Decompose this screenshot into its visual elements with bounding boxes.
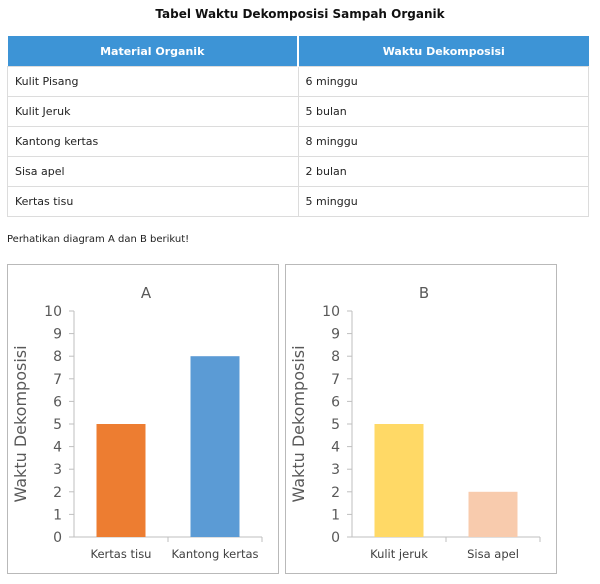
page-title: Tabel Waktu Dekomposisi Sampah Organik xyxy=(155,7,445,21)
y-tick-label: 8 xyxy=(331,349,340,365)
table-cell-material: Kulit Jeruk xyxy=(7,96,299,127)
y-tick-label: 8 xyxy=(53,349,62,365)
bar xyxy=(96,424,146,537)
y-tick-label: 5 xyxy=(331,417,340,433)
table-header-row: Material Organik Waktu Dekomposisi xyxy=(7,36,589,67)
y-tick-label: 1 xyxy=(331,507,340,523)
y-tick-label: 3 xyxy=(331,462,340,478)
bar xyxy=(190,356,240,537)
bar xyxy=(374,424,424,537)
y-tick-label: 0 xyxy=(331,530,340,546)
column-header-time: Waktu Dekomposisi xyxy=(298,36,589,67)
table-cell-material: Sisa apel xyxy=(7,156,299,187)
y-tick-label: 4 xyxy=(331,440,340,456)
table-row: Kantong kertas 8 minggu xyxy=(7,126,589,157)
x-tick-label: Kertas tisu xyxy=(91,547,152,561)
y-tick-label: 0 xyxy=(53,530,62,546)
column-header-material: Material Organik xyxy=(7,36,299,67)
chart-panel-b: B Waktu Dekomposisi 0 1 2 3 4 5 6 7 8 9 10 Kulit jeru… xyxy=(285,264,557,574)
y-tick-label: 6 xyxy=(331,394,340,410)
y-tick-label: 10 xyxy=(322,304,340,320)
y-tick-label: 5 xyxy=(53,417,62,433)
y-tick-label: 2 xyxy=(331,485,340,501)
y-tick-label: 4 xyxy=(53,440,62,456)
table-cell-time: 8 minggu xyxy=(297,126,589,157)
table-cell-time: 2 bulan xyxy=(297,156,589,187)
y-tick-label: 9 xyxy=(53,327,62,343)
chart-panel-a: A Waktu Dekomposisi 0 1 2 3 4 5 6 7 8 9 10 Kertas tis… xyxy=(7,264,279,574)
y-tick-label: 1 xyxy=(53,507,62,523)
y-tick-label: 7 xyxy=(331,372,340,388)
x-tick-label: Kantong kertas xyxy=(171,547,258,561)
bar xyxy=(468,491,518,537)
y-tick-label: 2 xyxy=(53,485,62,501)
y-tick-label: 7 xyxy=(53,372,62,388)
y-tick-label: 3 xyxy=(53,462,62,478)
y-tick-label: 6 xyxy=(53,394,62,410)
table-cell-material: Kantong kertas xyxy=(7,126,299,157)
table-row: Kertas tisu 5 minggu xyxy=(7,186,589,217)
y-tick-label: 10 xyxy=(44,304,62,320)
chart-b: B Waktu Dekomposisi 0 1 2 3 4 5 6 7 8 9 10 Kulit jeru… xyxy=(289,284,541,561)
y-axis-label: Waktu Dekomposisi xyxy=(289,345,308,502)
table-cell-material: Kertas tisu xyxy=(7,186,299,217)
decomposition-table: Material Organik Waktu Dekomposisi Kulit… xyxy=(7,36,589,217)
table-cell-material: Kulit Pisang xyxy=(7,66,299,97)
x-tick-label: Kulit jeruk xyxy=(370,547,428,561)
chart-a: A Waktu Dekomposisi 0 1 2 3 4 5 6 7 8 9 10 Kertas tis… xyxy=(11,284,263,561)
table-cell-time: 5 bulan xyxy=(297,96,589,127)
table-row: Kulit Pisang 6 minggu xyxy=(7,66,589,97)
chart-title: B xyxy=(419,284,429,302)
instruction-text: Perhatikan diagram A dan B berikut! xyxy=(7,234,190,245)
table-cell-time: 5 minggu xyxy=(297,186,589,217)
x-tick-label: Sisa apel xyxy=(467,547,519,561)
y-axis-label: Waktu Dekomposisi xyxy=(11,345,30,502)
chart-title: A xyxy=(141,284,152,302)
table-row: Sisa apel 2 bulan xyxy=(7,156,589,187)
table-cell-time: 6 minggu xyxy=(297,66,589,97)
y-tick-label: 9 xyxy=(331,327,340,343)
table-row: Kulit Jeruk 5 bulan xyxy=(7,96,589,127)
